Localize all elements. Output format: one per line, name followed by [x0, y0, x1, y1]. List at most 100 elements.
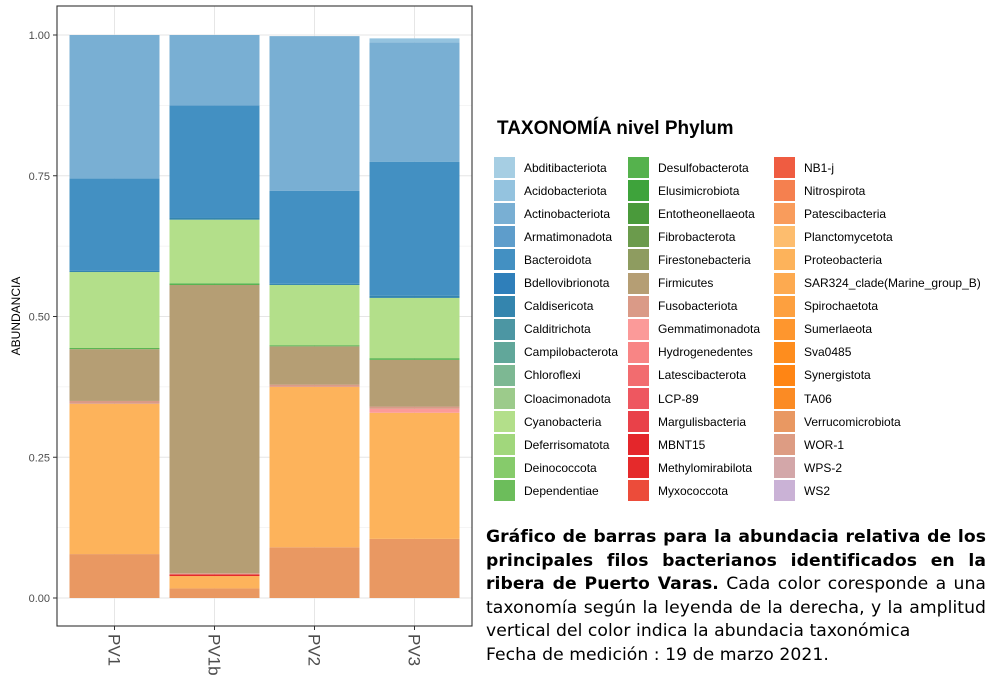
- legend-item: Deferrisomatota: [494, 433, 609, 456]
- legend-item: Sva0485: [774, 341, 851, 364]
- legend-swatch: [628, 180, 649, 202]
- legend-swatch: [494, 203, 515, 225]
- legend-label: Fibrobacterota: [658, 229, 736, 244]
- bar-segment-pv1-firmicutes: [69, 349, 160, 401]
- legend-label: Methylomirabilota: [658, 460, 753, 475]
- legend-item: Actinobacteriota: [494, 202, 610, 225]
- bar-segment-pv3-verrucomicrobiota: [369, 538, 460, 598]
- bar-segment-pv1-fusobacteriota: [69, 400, 160, 404]
- legend-label: Fusobacteriota: [658, 299, 738, 314]
- legend-swatch: [774, 272, 795, 294]
- bar-segment-pv3-acidobacteriota: [369, 38, 460, 43]
- legend-swatch: [774, 226, 795, 248]
- bar-segment-pv3-caldisericota: [369, 295, 460, 298]
- legend-label: Planctomycetota: [804, 229, 893, 244]
- legend-label: Margulisbacteria: [658, 414, 747, 429]
- legend-label: Dependentiae: [524, 483, 599, 498]
- legend-label: Elusimicrobiota: [658, 183, 740, 198]
- legend-label: Cloacimonadota: [524, 391, 611, 406]
- bar-segment-pv1b-methylomirabilota: [169, 574, 260, 577]
- legend-swatch: [774, 457, 795, 479]
- legend-item: Proteobacteria: [774, 248, 882, 271]
- legend-item: Cloacimonadota: [494, 387, 611, 410]
- bar-segment-pv3-gemmatimonadota: [369, 408, 460, 413]
- legend-item: SAR324_clade(Marine_group_B): [774, 272, 981, 295]
- legend-swatch: [494, 388, 515, 409]
- legend-swatch: [774, 249, 795, 271]
- bar-segment-pv1b-bacteroidota: [169, 105, 260, 218]
- legend-item: Bdellovibrionota: [494, 272, 609, 295]
- legend-item: Calditrichota: [494, 318, 591, 341]
- legend-item: LCP-89: [628, 387, 699, 410]
- legend-item: Fibrobacterota: [628, 225, 735, 248]
- legend-item: Entotheonellaeota: [628, 202, 755, 225]
- bar-segment-pv2-cyanobacteria: [269, 284, 360, 346]
- legend-swatch: [774, 157, 795, 178]
- bar-segment-pv1-verrucomicrobiota: [69, 554, 160, 598]
- legend-swatch: [494, 341, 515, 363]
- legend-title: TAXONOMÍA nivel Phylum: [497, 118, 734, 139]
- legend-item: Nitrospirota: [774, 179, 865, 202]
- legend-swatch: [628, 411, 649, 433]
- bar-segment-pv3-bacteroidota: [369, 161, 460, 296]
- legend-label: Bdellovibrionota: [524, 276, 610, 290]
- legend-item: Desulfobacterota: [628, 156, 749, 179]
- y-tick-label: 0.00: [29, 593, 50, 605]
- y-tick-label: 0.75: [29, 171, 50, 183]
- bar-segment-pv1-cyanobacteria: [69, 272, 160, 349]
- legend-swatch: [774, 318, 795, 340]
- legend-label: Nitrospirota: [804, 183, 866, 198]
- bar-segment-pv2-desulfobacterota: [269, 345, 360, 347]
- legend-item: MBNT15: [628, 433, 705, 456]
- y-tick-label: 0.25: [29, 452, 50, 464]
- legend-label: Latescibacterota: [658, 368, 747, 383]
- bar-segment-pv2-firmicutes: [269, 346, 360, 385]
- legend-swatch: [628, 318, 649, 340]
- legend-label: Myxococcota: [658, 483, 729, 498]
- legend-swatch: [494, 411, 515, 433]
- bar-segment-pv2-fusobacteriota: [269, 384, 360, 387]
- legend-label: Bacteroidota: [524, 252, 592, 267]
- legend-swatch: [774, 203, 795, 225]
- legend-label: Hydrogenedentes: [658, 345, 753, 360]
- legend-item: Patescibacteria: [774, 202, 886, 225]
- bar-segment-pv3-firmicutes: [369, 359, 460, 407]
- legend-item: Abditibacteriota: [494, 156, 607, 179]
- legend-item: Firestonebacteria: [628, 248, 751, 271]
- legend-item: WPS-2: [774, 456, 842, 479]
- stacked-bar-chart: 0.00 0.25 0.50 0.75 1.00 PV1 PV1b PV2 PV3 ABUND…: [9, 5, 473, 676]
- legend-label: Armatimonadota: [524, 229, 613, 244]
- legend-swatch: [774, 480, 795, 502]
- legend-swatch: [494, 480, 515, 502]
- legend-item: Campilobacterota: [494, 341, 618, 364]
- y-tick-label: 0.50: [29, 312, 50, 324]
- legend: Abditibacteriota Acidobacteriota Actinobac…: [494, 156, 994, 506]
- legend-label: Chloroflexi: [524, 368, 581, 383]
- legend-swatch: [774, 434, 795, 456]
- legend-swatch: [494, 457, 515, 479]
- bar-segment-pv1b-actinobacteriota: [169, 35, 260, 106]
- legend-item: Cyanobacteria: [494, 410, 601, 433]
- legend-label: Gemmatimonadota: [658, 322, 761, 337]
- legend-item: Latescibacterota: [628, 364, 746, 387]
- legend-item: Spirochaetota: [774, 295, 878, 318]
- legend-item: Myxococcota: [628, 479, 728, 502]
- legend-swatch: [494, 226, 515, 248]
- legend-label: Firmicutes: [658, 276, 714, 290]
- legend-item: Methylomirabilota: [628, 456, 752, 479]
- legend-swatch: [774, 341, 795, 363]
- legend-item: Fusobacteriota: [628, 295, 737, 318]
- legend-swatch: [494, 180, 515, 202]
- bar-segment-pv3-cyanobacteria: [369, 297, 460, 359]
- x-tick-label: PV2: [305, 634, 324, 666]
- legend-swatch: [494, 157, 515, 178]
- legend-label: Campilobacterota: [524, 345, 619, 360]
- legend-swatch: [628, 480, 649, 502]
- legend-label: Cyanobacteria: [524, 414, 602, 429]
- bar-segment-pv1-actinobacteriota: [69, 35, 160, 179]
- bar-segment-pv3-fusobacteriota: [369, 406, 460, 409]
- y-axis-ticks: 0.00 0.25 0.50 0.75 1.00: [29, 30, 57, 605]
- bar-segment-pv3-desulfobacterota: [369, 358, 460, 360]
- legend-swatch: [494, 364, 515, 386]
- legend-label: WS2: [804, 483, 831, 498]
